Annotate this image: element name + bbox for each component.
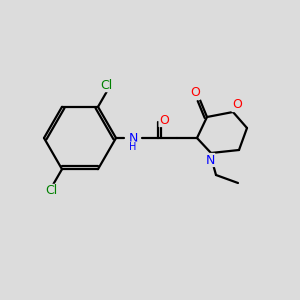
- Text: O: O: [159, 113, 169, 127]
- Text: H: H: [129, 142, 137, 152]
- Text: Cl: Cl: [100, 79, 112, 92]
- Text: Cl: Cl: [45, 184, 58, 197]
- Text: O: O: [232, 98, 242, 112]
- Text: N: N: [205, 154, 215, 166]
- Text: O: O: [190, 86, 200, 100]
- Text: N: N: [128, 131, 138, 145]
